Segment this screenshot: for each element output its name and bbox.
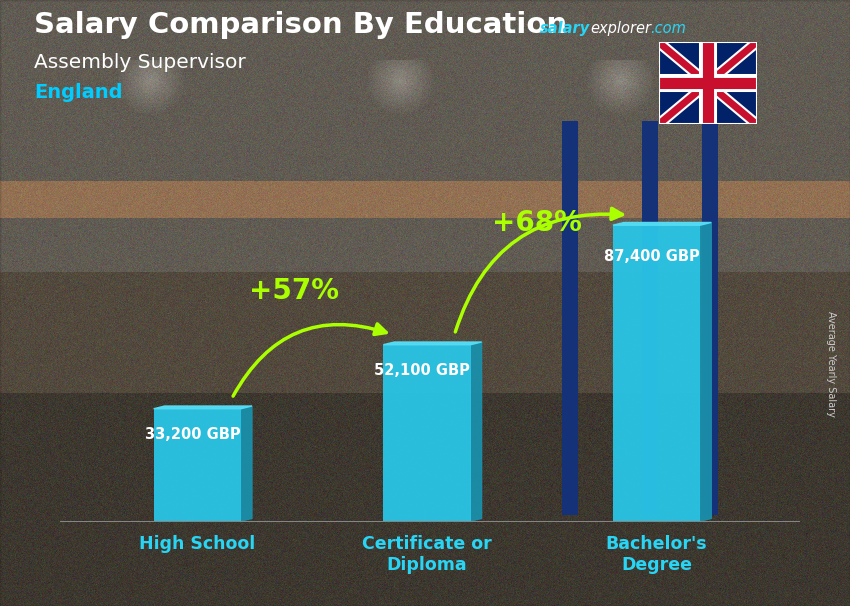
Polygon shape <box>613 222 711 225</box>
Text: +57%: +57% <box>249 277 339 305</box>
Text: Assembly Supervisor: Assembly Supervisor <box>34 53 246 73</box>
Polygon shape <box>154 406 252 408</box>
Polygon shape <box>700 222 711 521</box>
Polygon shape <box>241 406 252 521</box>
Text: salary: salary <box>540 21 590 36</box>
Text: 87,400 GBP: 87,400 GBP <box>604 249 700 264</box>
Text: .com: .com <box>650 21 686 36</box>
Text: +68%: +68% <box>492 209 582 237</box>
Text: 52,100 GBP: 52,100 GBP <box>374 364 470 378</box>
Bar <box>383 345 471 521</box>
Bar <box>613 225 700 521</box>
Bar <box>154 408 241 521</box>
Text: explorer: explorer <box>591 21 652 36</box>
Polygon shape <box>659 42 756 124</box>
Text: 33,200 GBP: 33,200 GBP <box>144 427 241 442</box>
Text: Average Yearly Salary: Average Yearly Salary <box>826 311 836 416</box>
Text: Salary Comparison By Education: Salary Comparison By Education <box>34 12 567 39</box>
Text: England: England <box>34 83 122 102</box>
Polygon shape <box>383 342 482 345</box>
Polygon shape <box>471 342 482 521</box>
